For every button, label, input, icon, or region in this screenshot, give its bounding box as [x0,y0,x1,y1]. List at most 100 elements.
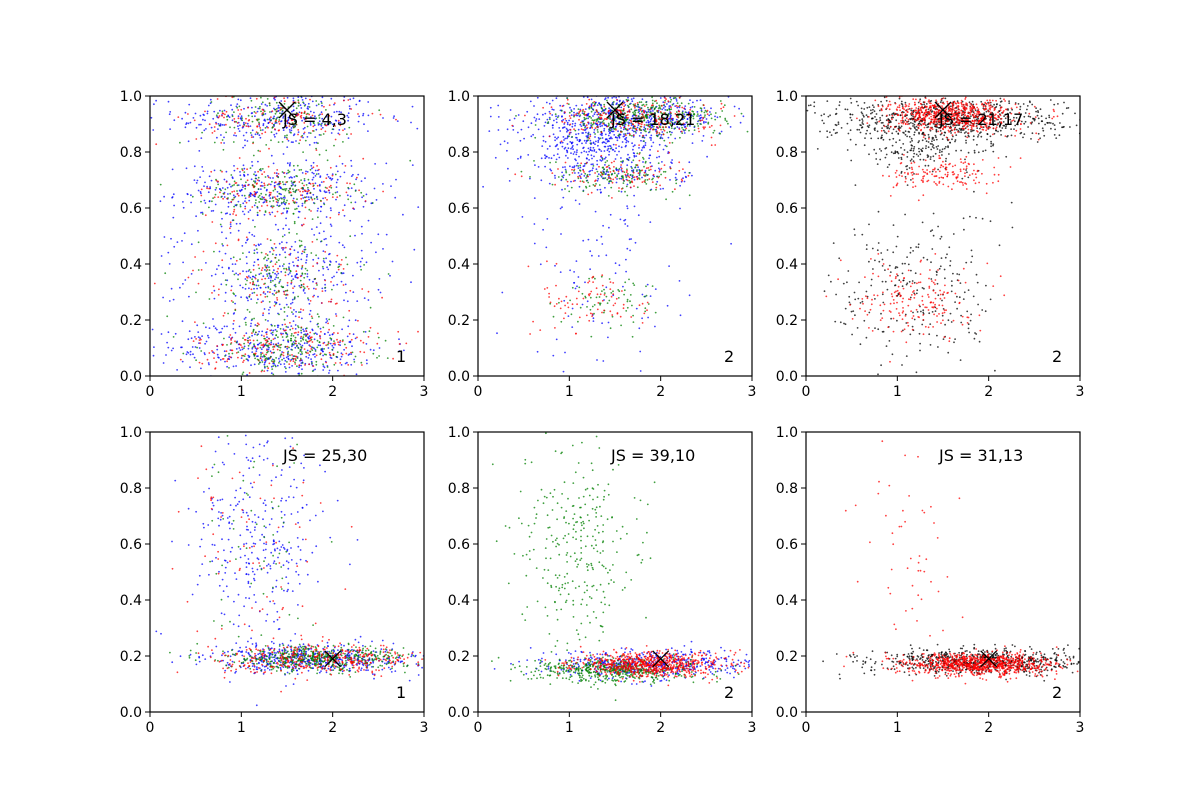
scatter-point [563,147,566,150]
scatter-point [345,346,348,349]
scatter-point [618,91,620,93]
scatter-point [624,138,627,141]
scatter-point [320,102,323,104]
scatter-point [646,179,649,181]
scatter-point [280,212,283,215]
scatter-point [645,121,648,124]
scatter-point [346,114,349,117]
scatter-point [355,103,358,106]
scatter-point [700,107,703,110]
scatter-point [306,273,309,275]
scatter-point [179,358,182,361]
scatter-point [589,148,592,151]
scatter-point [607,195,610,197]
scatter-point [587,117,589,120]
scatter-point [291,298,294,301]
scatter-point [637,122,640,124]
scatter-point [341,328,343,331]
scatter-point [546,218,549,220]
scatter-point [552,133,555,136]
scatter-point [297,129,300,131]
scatter-point [201,211,204,214]
scatter-point [222,343,224,346]
scatter-point [206,187,209,190]
scatter-point [621,119,624,121]
scatter-point [590,154,593,157]
scatter-point [674,105,677,107]
scatter-point [613,112,616,114]
scatter-point [620,146,623,149]
scatter-point [710,113,712,116]
scatter-point [311,198,314,201]
scatter-point [272,200,275,202]
scatter-point [283,198,286,201]
scatter-point [686,125,689,127]
scatter-point [237,125,239,128]
scatter-point [235,365,238,367]
scatter-point [278,265,281,268]
scatter-point [659,126,661,129]
scatter-point [689,119,692,122]
scatter-point [708,114,711,117]
scatter-point [624,190,626,193]
scatter-point [300,112,303,115]
scatter-point [307,196,310,199]
scatter-point [625,139,628,142]
scatter-point [610,292,613,294]
scatter-point [320,128,323,131]
scatter-point [617,172,620,175]
scatter-point [354,337,357,340]
scatter-point [259,129,262,132]
scatter-point [615,144,617,146]
scatter-point [642,84,644,86]
scatter-point [562,370,565,373]
scatter-point [564,137,567,140]
scatter-point [244,122,247,124]
scatter-point [320,240,323,243]
scatter-point [364,177,366,180]
scatter-point [238,343,241,346]
scatter-point [325,237,327,240]
scatter-point [229,343,232,345]
scatter-point [306,192,309,195]
scatter-point [253,111,256,113]
scatter-point [675,100,678,102]
scatter-point [299,279,302,282]
scatter-point [226,358,229,361]
scatter-point [596,359,598,361]
scatter-point [628,278,630,281]
scatter-point [659,184,661,187]
scatter-point [202,322,205,325]
scatter-point [666,115,669,118]
scatter-point [176,241,179,244]
scatter-point [257,284,260,287]
scatter-point [613,118,616,120]
scatter-point [620,121,622,123]
scatter-point [276,195,279,198]
scatter-point [337,266,340,269]
scatter-point [273,196,276,199]
scatter-point [279,327,282,330]
scatter-point [627,173,629,175]
scatter-point [239,174,242,177]
scatter-point [288,116,290,119]
scatter-point [599,174,602,177]
scatter-point [583,116,586,119]
scatter-point [564,111,566,114]
scatter-point [544,165,546,168]
scatter-point [220,331,222,334]
scatter-point [605,254,608,257]
scatter-point [252,136,255,138]
scatter-point [585,124,588,127]
scatter-point [569,123,572,126]
scatter-point [611,315,614,318]
scatter-point [302,309,305,311]
scatter-point [267,367,270,370]
scatter-point [344,283,347,286]
scatter-point [632,145,635,148]
scatter-point [544,154,546,157]
scatter-point [287,339,289,342]
scatter-point [245,270,248,273]
scatter-point [337,132,340,135]
scatter-point [600,175,603,178]
